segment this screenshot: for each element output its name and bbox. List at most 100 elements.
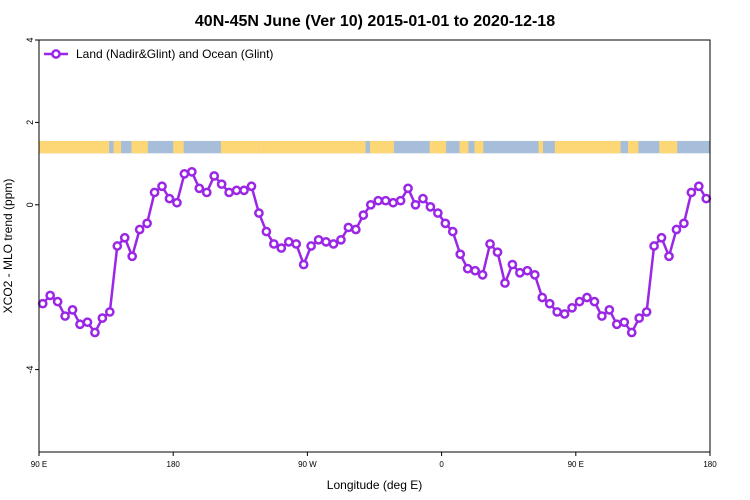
land-ocean-strip bbox=[39, 140, 710, 154]
data-point bbox=[492, 247, 503, 258]
data-point bbox=[201, 187, 212, 198]
x-tick-label: 0 bbox=[439, 460, 444, 469]
data-point bbox=[626, 327, 637, 338]
land-segment bbox=[173, 140, 184, 154]
y-tick-label: 0 bbox=[25, 202, 35, 207]
plot-frame bbox=[38, 39, 711, 453]
data-point bbox=[261, 226, 272, 237]
land-segment bbox=[370, 140, 394, 154]
data-point bbox=[611, 319, 622, 330]
x-tick-label: 90 E bbox=[568, 460, 584, 469]
x-tick-label: 90 W bbox=[298, 460, 317, 469]
data-point bbox=[522, 265, 533, 276]
data-point bbox=[589, 296, 600, 307]
data-point bbox=[679, 218, 689, 229]
data-point bbox=[336, 234, 346, 245]
data-point bbox=[649, 241, 659, 251]
data-point bbox=[60, 311, 70, 321]
x-axis: 90 E 180 90 W 0 90 E 180 bbox=[31, 452, 717, 469]
data-point bbox=[269, 239, 279, 249]
data-point bbox=[239, 185, 249, 196]
data-point bbox=[656, 232, 667, 243]
data-point bbox=[119, 232, 130, 243]
data-point bbox=[418, 193, 428, 204]
data-point bbox=[313, 234, 324, 245]
land-segment bbox=[554, 140, 621, 154]
data-point bbox=[194, 183, 205, 194]
data-point bbox=[90, 327, 100, 338]
data-point bbox=[254, 208, 264, 218]
data-point bbox=[276, 243, 287, 253]
data-point bbox=[604, 305, 615, 315]
data-point bbox=[529, 269, 540, 280]
data-point bbox=[380, 195, 391, 206]
y-axis-label: XCO2 - MLO trend (ppm) bbox=[1, 179, 15, 314]
data-point bbox=[537, 292, 548, 303]
land-segment bbox=[659, 140, 678, 154]
data-point bbox=[179, 169, 190, 179]
x-axis-label: Longitude (deg E) bbox=[327, 478, 422, 492]
data-point bbox=[112, 241, 123, 251]
data-point bbox=[544, 298, 555, 309]
data-point bbox=[410, 199, 421, 210]
data-point bbox=[693, 181, 704, 192]
land-segment bbox=[258, 140, 366, 154]
data-point bbox=[209, 171, 220, 181]
data-point bbox=[67, 305, 78, 315]
data-point bbox=[477, 269, 488, 280]
data-point bbox=[567, 302, 577, 313]
data-point bbox=[216, 179, 227, 190]
y-axis: 4 2 0 -4 bbox=[25, 37, 39, 374]
data-point bbox=[306, 241, 316, 251]
data-point bbox=[507, 259, 518, 270]
data-point bbox=[321, 237, 331, 247]
data-point bbox=[597, 311, 607, 321]
data-point bbox=[440, 218, 451, 229]
data-point bbox=[283, 237, 294, 247]
data-point bbox=[157, 181, 167, 192]
data-point bbox=[104, 307, 115, 317]
data-point bbox=[134, 224, 145, 235]
land-segment bbox=[429, 140, 447, 154]
land-segment bbox=[220, 140, 259, 154]
y-tick-label: 2 bbox=[25, 120, 35, 125]
legend: Land (Nadir&Glint) and Ocean (Glint) bbox=[44, 47, 273, 61]
data-point bbox=[246, 181, 257, 192]
x-tick-label: 180 bbox=[703, 460, 717, 469]
data-point bbox=[641, 307, 652, 317]
land-segment bbox=[474, 140, 484, 154]
data-point bbox=[358, 210, 369, 220]
data-point bbox=[403, 183, 413, 194]
data-point bbox=[559, 309, 570, 319]
data-point bbox=[291, 239, 302, 249]
land-segment bbox=[39, 140, 110, 154]
land-segment bbox=[131, 140, 148, 154]
legend-marker bbox=[51, 49, 61, 59]
data-point bbox=[671, 224, 682, 235]
chart-title: 40N-45N June (Ver 10) 2015-01-01 to 2020… bbox=[195, 13, 555, 30]
data-point bbox=[433, 208, 443, 218]
data-point bbox=[365, 199, 376, 210]
data-point bbox=[75, 319, 85, 330]
data-point bbox=[142, 218, 152, 229]
data-point bbox=[619, 317, 630, 328]
data-point bbox=[388, 197, 398, 208]
data-point bbox=[395, 195, 406, 206]
data-point bbox=[470, 265, 480, 276]
data-point bbox=[515, 267, 525, 278]
data-point bbox=[97, 313, 108, 323]
data-point bbox=[186, 166, 197, 177]
y-tick-label: -4 bbox=[25, 366, 35, 374]
land-segment bbox=[459, 140, 469, 154]
land-segment bbox=[113, 140, 122, 154]
data-point bbox=[664, 251, 674, 262]
data-point bbox=[127, 251, 138, 262]
series-layer bbox=[37, 166, 712, 338]
data-point bbox=[455, 249, 466, 260]
legend-label: Land (Nadir&Glint) and Ocean (Glint) bbox=[76, 47, 273, 61]
data-point bbox=[164, 193, 175, 204]
data-point bbox=[582, 292, 592, 303]
data-point bbox=[82, 317, 93, 328]
land-segment bbox=[538, 140, 543, 154]
